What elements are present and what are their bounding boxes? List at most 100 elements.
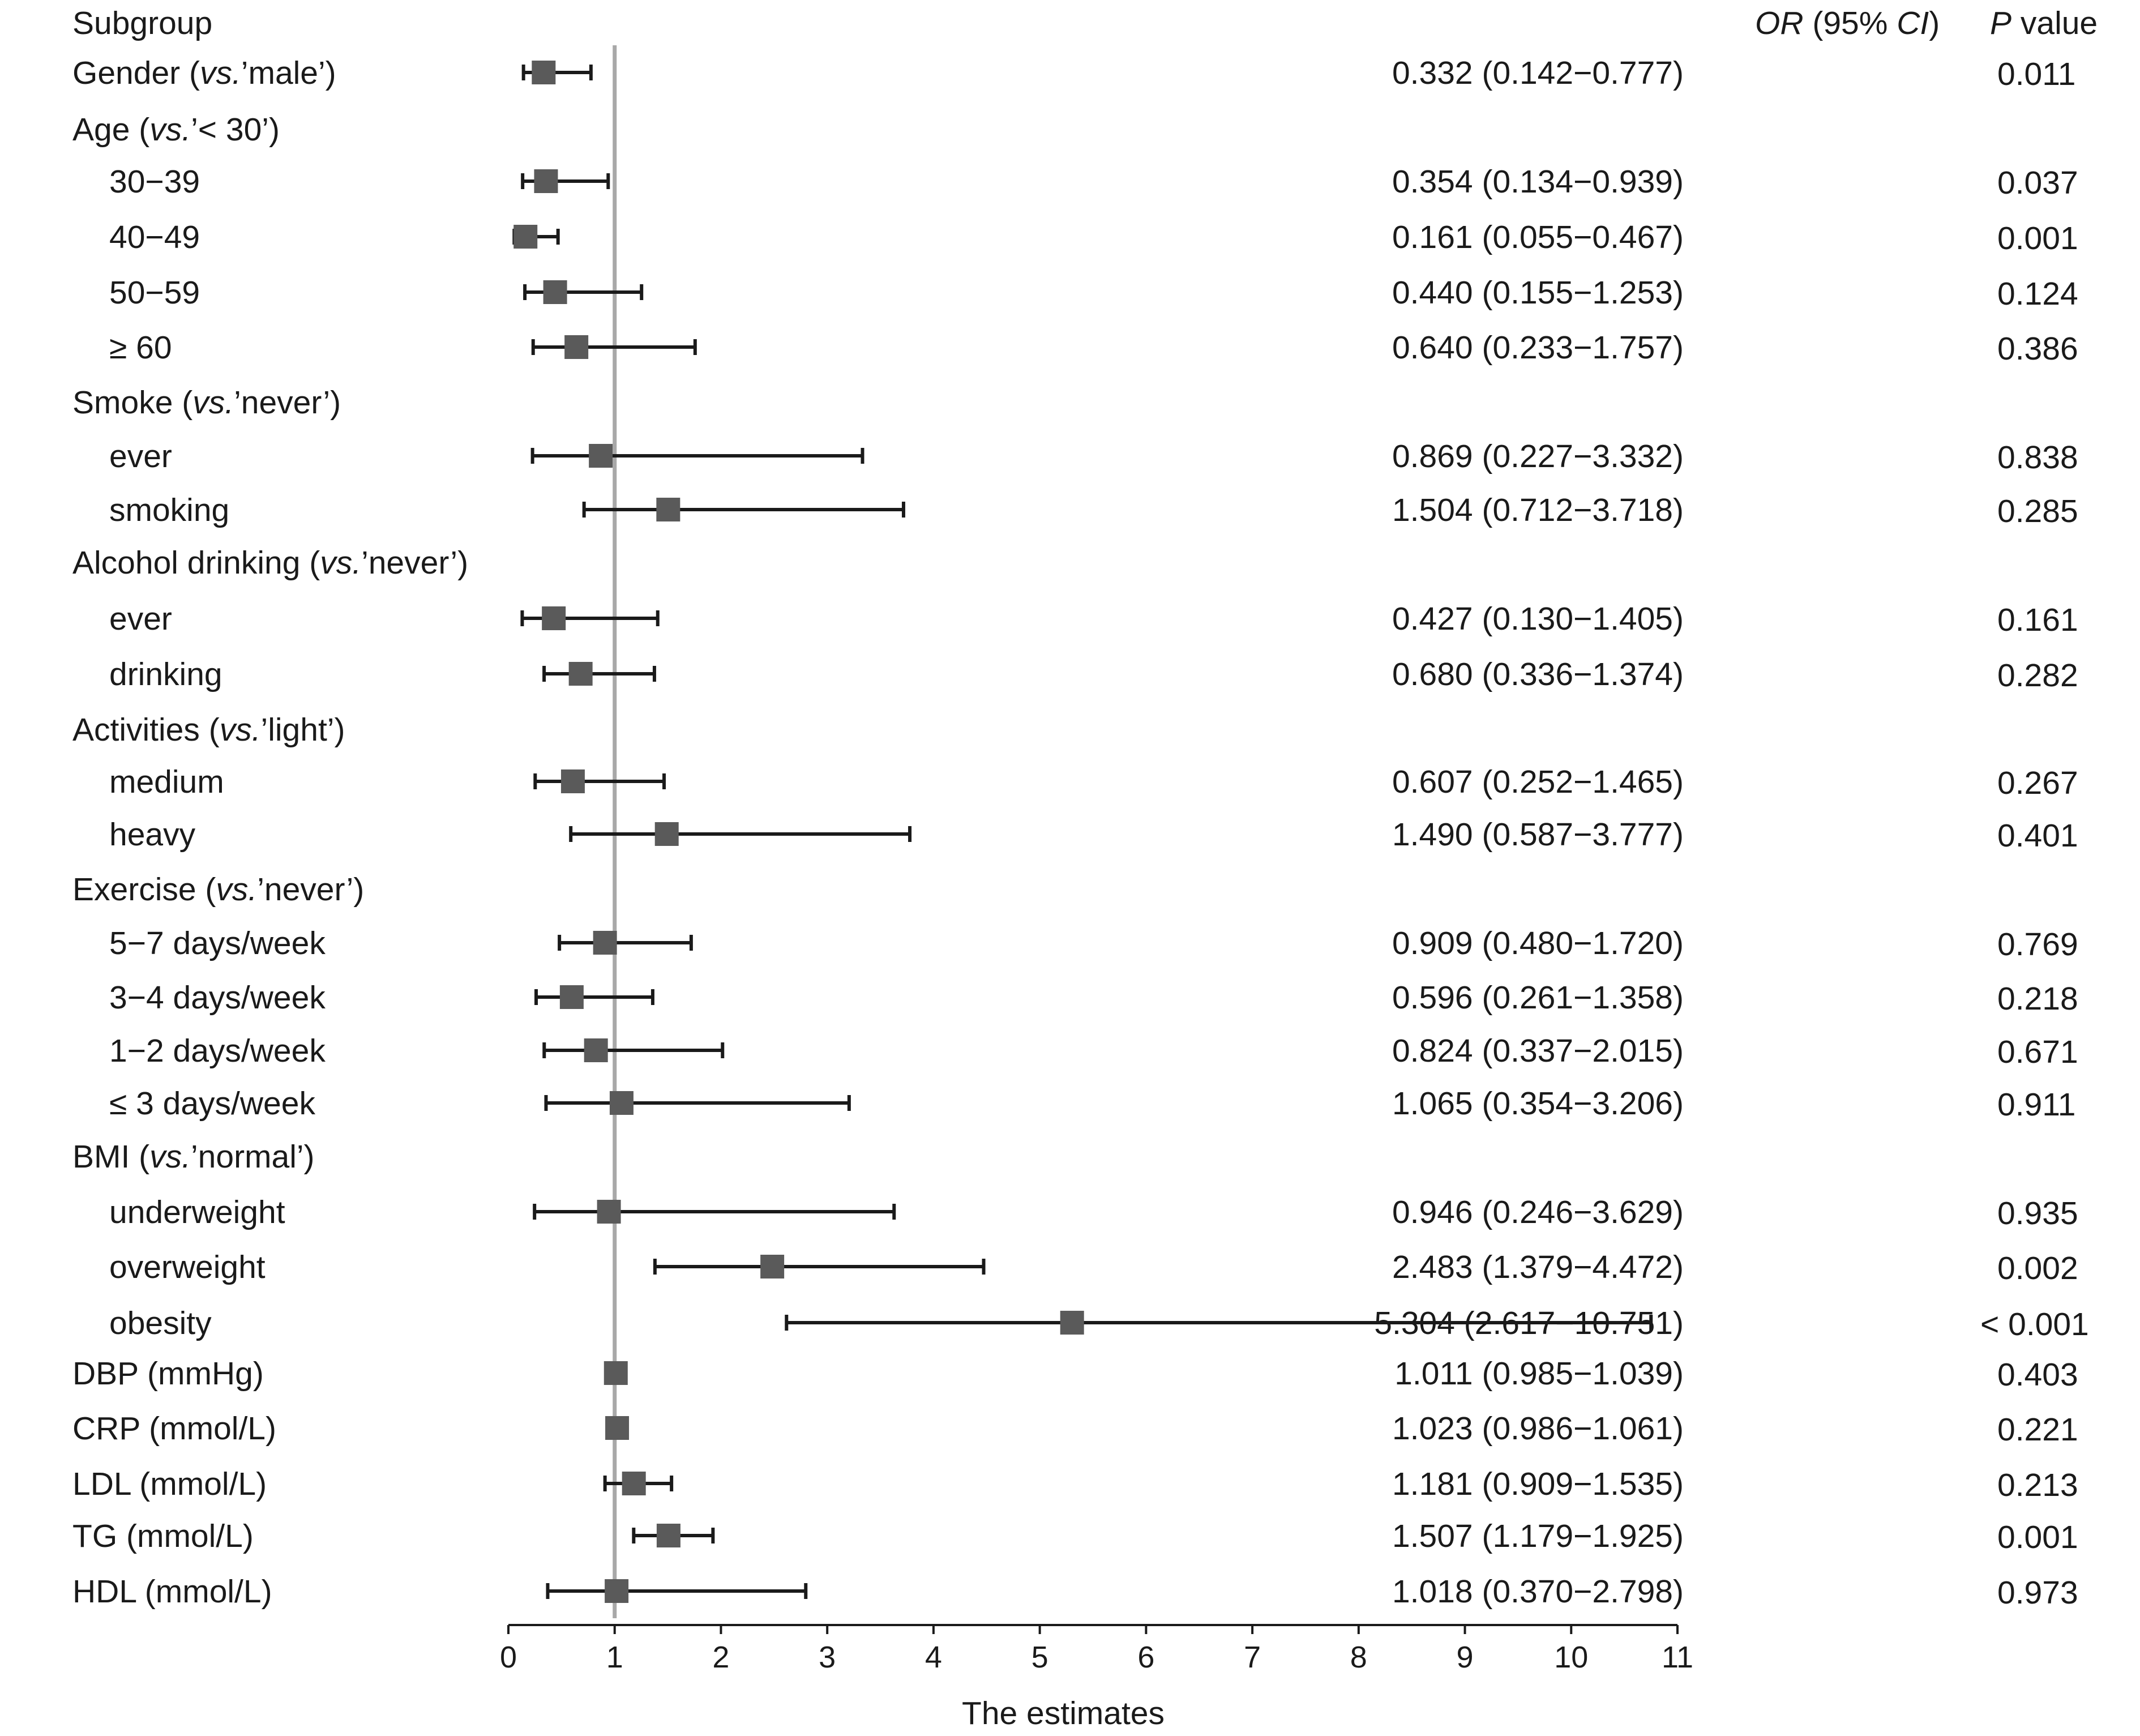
or-marker bbox=[654, 822, 679, 846]
or-ci-value: 2.483 (1.379−4.472) bbox=[1392, 1249, 1684, 1285]
forest-row: Smoke (vs.’never’) bbox=[72, 384, 341, 421]
or-marker bbox=[605, 1416, 630, 1440]
x-axis: 0 1 2 3 4 5 6 7 8 9 10 11 bbox=[500, 1624, 1693, 1674]
row-label: 5−7 days/week bbox=[109, 925, 326, 961]
row-label-italic: vs. bbox=[149, 1139, 191, 1175]
forest-row: Exercise (vs.’never’) bbox=[72, 871, 364, 908]
or-marker bbox=[622, 1472, 646, 1495]
row-label: TG (mmol/L) bbox=[72, 1518, 254, 1554]
forest-row: DBP (mmHg) 1.011 (0.985−1.039) 0.403 bbox=[72, 1356, 2078, 1393]
row-label: ever bbox=[109, 601, 172, 637]
forest-row: ever 0.427 (0.130−1.405) 0.161 bbox=[109, 601, 2078, 638]
group-header-label: Smoke (vs.’never’) bbox=[72, 384, 341, 421]
x-tick-label: 4 bbox=[925, 1640, 942, 1674]
row-label-text: 50−59 bbox=[109, 275, 200, 311]
row-label-italic: vs. bbox=[220, 712, 261, 748]
p-value: 0.401 bbox=[1997, 818, 2078, 854]
or-ci-header: OR (95% CI) bbox=[1755, 5, 1940, 41]
forest-row: overweight 2.483 (1.379−4.472) 0.002 bbox=[109, 1249, 2078, 1286]
row-label: DBP (mmHg) bbox=[72, 1356, 264, 1392]
p-value: 0.282 bbox=[1997, 657, 2078, 694]
p-value: 0.002 bbox=[1997, 1250, 2078, 1286]
or-ci-value: 1.504 (0.712−3.718) bbox=[1392, 492, 1684, 528]
group-header-label: BMI (vs.’normal’) bbox=[72, 1139, 315, 1175]
row-label-italic: vs. bbox=[320, 545, 361, 581]
p-value: 0.218 bbox=[1997, 981, 2078, 1017]
p-value: 0.386 bbox=[1997, 331, 2078, 367]
x-tick-label: 7 bbox=[1244, 1640, 1261, 1674]
or-ci-header-ci: CI bbox=[1897, 5, 1929, 41]
forest-row: Gender (vs.’male’) 0.332 (0.142−0.777) 0.0… bbox=[72, 55, 2075, 92]
group-header-label: Age (vs.’< 30’) bbox=[72, 112, 280, 148]
row-label-rest: ’never’) bbox=[361, 545, 468, 581]
forest-row: 40−49 0.161 (0.055−0.467) 0.001 bbox=[109, 219, 2078, 256]
or-ci-value: 0.946 (0.246−3.629) bbox=[1392, 1194, 1684, 1230]
p-value-header: P value bbox=[1990, 5, 2098, 41]
row-label-text: 5−7 days/week bbox=[109, 925, 326, 961]
or-ci-value: 0.607 (0.252−1.465) bbox=[1392, 764, 1684, 800]
or-marker bbox=[604, 1361, 628, 1385]
x-tick-label: 3 bbox=[819, 1640, 836, 1674]
or-ci-value: 1.018 (0.370−2.798) bbox=[1392, 1573, 1684, 1610]
or-ci-value: 0.640 (0.233−1.757) bbox=[1392, 330, 1684, 366]
or-marker bbox=[559, 985, 584, 1009]
row-label-italic: vs. bbox=[149, 112, 191, 148]
row-label-text: ever bbox=[109, 438, 172, 474]
p-value: 0.124 bbox=[1997, 276, 2078, 312]
forest-row: medium 0.607 (0.252−1.465) 0.267 bbox=[109, 764, 2078, 801]
row-label: 50−59 bbox=[109, 275, 200, 311]
or-ci-header-rest: (95% bbox=[1804, 5, 1897, 41]
row-label: 1−2 days/week bbox=[109, 1033, 326, 1069]
p-value: 0.911 bbox=[1997, 1087, 2075, 1123]
or-ci-value: 0.440 (0.155−1.253) bbox=[1392, 275, 1684, 311]
row-label-text: HDL (mmol/L) bbox=[72, 1573, 272, 1610]
row-label-rest: ’light’) bbox=[261, 712, 345, 748]
forest-row: Activities (vs.’light’) bbox=[72, 712, 345, 748]
row-label-rest: ’male’) bbox=[241, 55, 336, 91]
row-label-text: 40−49 bbox=[109, 219, 200, 255]
row-label-italic: vs. bbox=[216, 871, 257, 908]
x-tick-label: 10 bbox=[1554, 1640, 1588, 1674]
row-label: HDL (mmol/L) bbox=[72, 1573, 272, 1610]
forest-row: Alcohol drinking (vs.’never’) bbox=[72, 545, 468, 581]
row-label-text: BMI ( bbox=[72, 1139, 149, 1175]
row-label-text: 3−4 days/week bbox=[109, 980, 326, 1016]
x-tick-label: 0 bbox=[500, 1640, 517, 1674]
or-ci-value: 5.304 (2.617−10.751) bbox=[1374, 1305, 1684, 1341]
row-label-rest: ’never’) bbox=[257, 871, 364, 908]
row-label: 40−49 bbox=[109, 219, 200, 255]
or-ci-value: 0.427 (0.130−1.405) bbox=[1392, 601, 1684, 637]
or-ci-value: 0.869 (0.227−3.332) bbox=[1392, 438, 1684, 474]
forest-row: 1−2 days/week 0.824 (0.337−2.015) 0.671 bbox=[109, 1033, 2078, 1070]
row-label-rest: ’never’) bbox=[234, 384, 341, 421]
row-label: medium bbox=[109, 764, 224, 800]
p-value: 0.973 bbox=[1997, 1575, 2078, 1611]
or-marker bbox=[534, 169, 558, 193]
or-ci-value: 1.065 (0.354−3.206) bbox=[1392, 1085, 1684, 1122]
forest-row: 30−39 0.354 (0.134−0.939) 0.037 bbox=[109, 164, 2078, 201]
forest-row: obesity 5.304 (2.617−10.751) < 0.001 bbox=[109, 1305, 2089, 1342]
forest-row: smoking 1.504 (0.712−3.718) 0.285 bbox=[109, 492, 2078, 529]
row-label: ever bbox=[109, 438, 172, 474]
p-value-header-rest: value bbox=[2011, 5, 2098, 41]
or-ci-header-or: OR bbox=[1755, 5, 1804, 41]
or-marker bbox=[760, 1255, 785, 1279]
p-value-header-p: P bbox=[1990, 5, 2011, 41]
or-marker bbox=[609, 1091, 634, 1115]
row-label: drinking bbox=[109, 656, 222, 692]
row-label: ≥ 60 bbox=[109, 330, 172, 366]
or-marker bbox=[564, 335, 589, 359]
or-ci-value: 0.596 (0.261−1.358) bbox=[1392, 980, 1684, 1016]
forest-row: ever 0.869 (0.227−3.332) 0.838 bbox=[109, 438, 2078, 476]
or-marker bbox=[560, 769, 585, 793]
group-header-label: Alcohol drinking (vs.’never’) bbox=[72, 545, 468, 581]
p-value: 0.838 bbox=[1997, 439, 2078, 476]
row-label-text: Alcohol drinking ( bbox=[72, 545, 320, 581]
forest-row: BMI (vs.’normal’) bbox=[72, 1139, 315, 1175]
row-label-text: TG (mmol/L) bbox=[72, 1518, 254, 1554]
or-marker bbox=[656, 498, 680, 521]
or-ci-header-close: ) bbox=[1929, 5, 1940, 41]
x-tick-label: 6 bbox=[1137, 1640, 1154, 1674]
x-tick-label: 2 bbox=[712, 1640, 729, 1674]
or-marker bbox=[568, 662, 593, 686]
